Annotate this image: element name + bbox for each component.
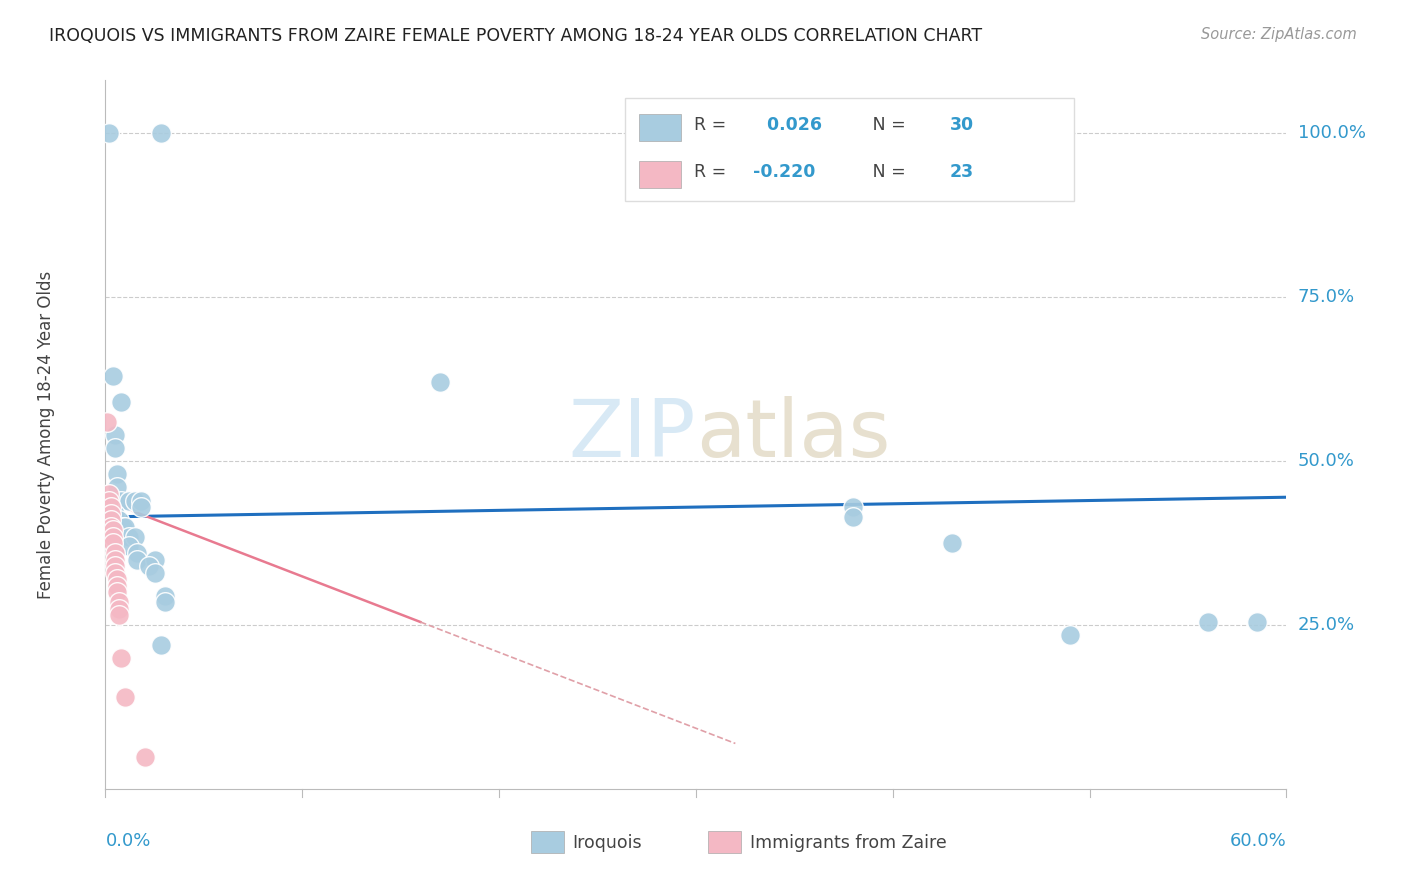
Text: 0.0%: 0.0% [105, 832, 150, 850]
Point [125, 552, 148, 566]
Point [100, 500, 122, 514]
Text: 0.026: 0.026 [761, 116, 823, 134]
Point [105, 585, 128, 599]
Point [108, 513, 131, 527]
Text: atlas: atlas [696, 396, 890, 474]
Text: 60.0%: 60.0% [1230, 832, 1286, 850]
Text: R =: R = [693, 163, 731, 181]
Text: 30: 30 [950, 116, 974, 134]
Point [105, 572, 128, 586]
Point [842, 510, 865, 524]
Point [124, 493, 146, 508]
Text: R =: R = [693, 116, 731, 134]
Text: Iroquois: Iroquois [572, 834, 641, 852]
Point [103, 523, 125, 537]
Point [153, 589, 176, 603]
Point [118, 493, 141, 508]
Point [125, 546, 148, 560]
Point [118, 540, 141, 554]
Text: Immigrants from Zaire: Immigrants from Zaire [751, 834, 948, 852]
Point [108, 595, 131, 609]
Point [149, 126, 172, 140]
Text: 100.0%: 100.0% [1298, 124, 1365, 142]
Point [1246, 615, 1268, 629]
Text: IROQUOIS VS IMMIGRANTS FROM ZAIRE FEMALE POVERTY AMONG 18-24 YEAR OLDS CORRELATI: IROQUOIS VS IMMIGRANTS FROM ZAIRE FEMALE… [49, 27, 983, 45]
Bar [707, 830, 741, 854]
Text: N =: N = [868, 116, 911, 134]
Point [138, 559, 160, 574]
Point [129, 500, 152, 514]
Point [124, 530, 146, 544]
Point [104, 559, 127, 574]
Text: N =: N = [868, 163, 911, 181]
Text: ZIP: ZIP [568, 396, 696, 474]
Bar [530, 830, 564, 854]
Text: Female Poverty Among 18-24 Year Olds: Female Poverty Among 18-24 Year Olds [38, 271, 55, 599]
Point [104, 507, 127, 521]
Point [103, 368, 125, 383]
Point [112, 520, 135, 534]
Point [143, 566, 166, 580]
FancyBboxPatch shape [626, 98, 1074, 201]
Point [105, 579, 128, 593]
Point [100, 507, 122, 521]
Point [1197, 615, 1219, 629]
Point [429, 376, 451, 390]
Point [110, 493, 132, 508]
Point [104, 428, 127, 442]
Point [105, 467, 128, 482]
Point [114, 520, 136, 534]
Point [626, 126, 648, 140]
Bar [640, 113, 681, 141]
Point [103, 530, 125, 544]
Text: 75.0%: 75.0% [1298, 288, 1355, 306]
Point [110, 395, 132, 409]
Point [114, 690, 136, 705]
Point [110, 651, 132, 665]
Point [104, 441, 127, 455]
Point [108, 602, 131, 616]
Bar [640, 161, 681, 188]
Point [143, 552, 166, 566]
Point [98, 493, 121, 508]
Point [98, 126, 121, 140]
Point [96, 415, 118, 429]
Point [149, 638, 172, 652]
Text: 50.0%: 50.0% [1298, 452, 1354, 470]
Point [118, 530, 141, 544]
Point [108, 608, 131, 623]
Point [1059, 628, 1081, 642]
Point [153, 595, 176, 609]
Point [100, 520, 122, 534]
Point [134, 749, 156, 764]
Text: -0.220: -0.220 [752, 163, 815, 181]
Point [98, 487, 121, 501]
Point [105, 480, 128, 494]
Point [129, 493, 152, 508]
Point [103, 536, 125, 550]
Point [941, 536, 963, 550]
Point [104, 546, 127, 560]
Text: Source: ZipAtlas.com: Source: ZipAtlas.com [1201, 27, 1357, 42]
Text: 23: 23 [950, 163, 974, 181]
Point [100, 513, 122, 527]
Point [842, 500, 865, 514]
Point [104, 552, 127, 566]
Text: 25.0%: 25.0% [1298, 616, 1355, 634]
Point [104, 566, 127, 580]
